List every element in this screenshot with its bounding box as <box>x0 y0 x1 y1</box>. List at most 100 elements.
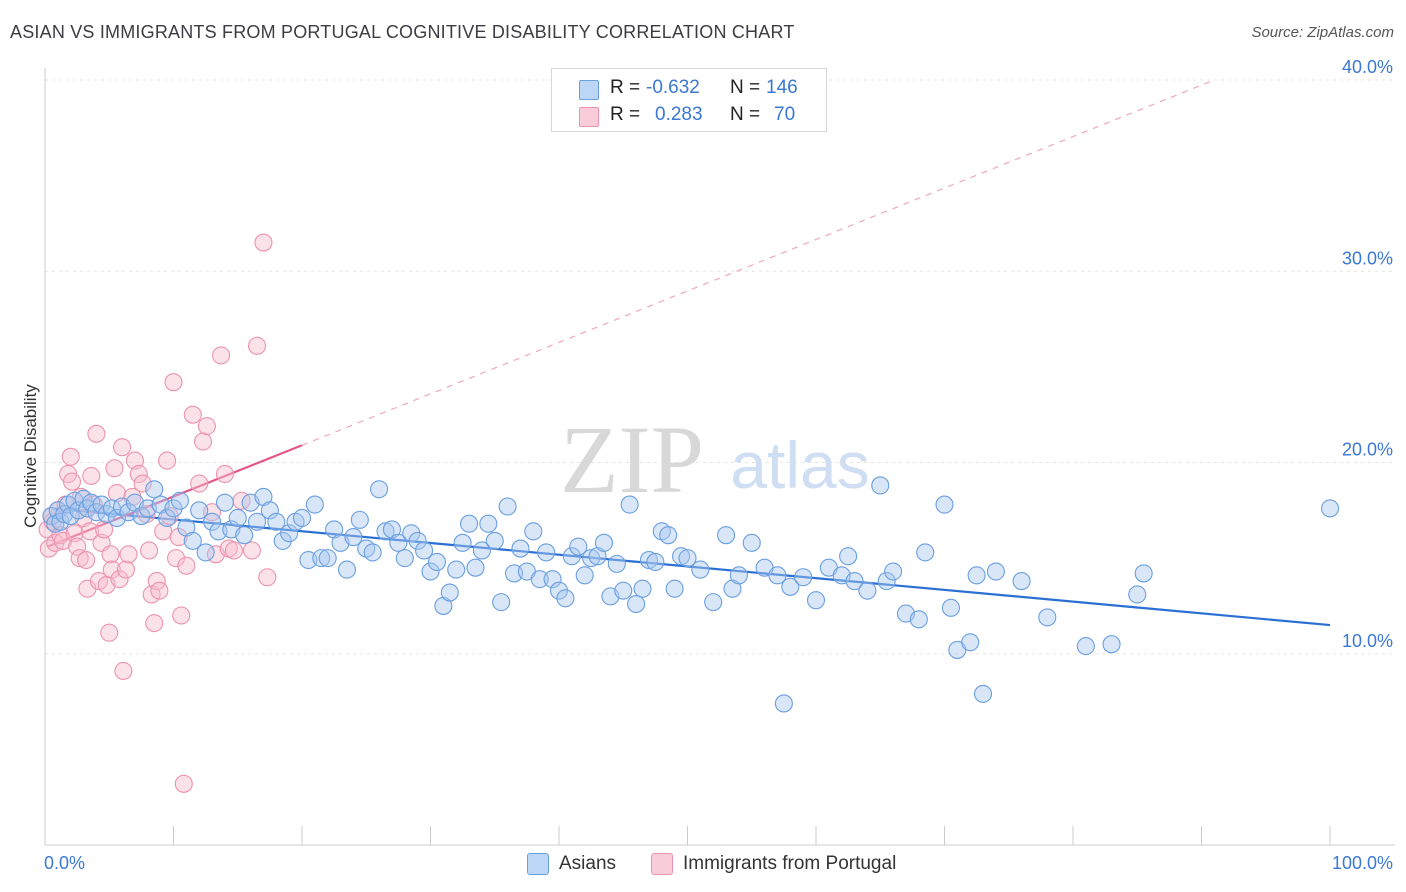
asians-r-value: -0.632 <box>646 77 700 98</box>
asian-data-point <box>704 593 723 612</box>
asian-data-point <box>556 589 575 608</box>
portugal-data-point <box>150 581 169 600</box>
portugal-data-point <box>211 346 231 365</box>
asian-data-point <box>646 552 665 572</box>
asian-data-point <box>312 549 331 568</box>
asian-data-point <box>1038 608 1057 627</box>
portugal-data-point <box>169 528 188 547</box>
stats-row-portugal: R = 0.283 N = 70 <box>552 100 826 128</box>
source-label: Source: ZipAtlas.com <box>1251 24 1394 41</box>
stats-legend-box: R = -0.632 N = 146 R = 0.283 N = 70 <box>551 68 827 132</box>
asian-data-point <box>466 558 485 577</box>
portugal-legend-swatch <box>651 853 673 875</box>
asian-data-point <box>537 543 556 562</box>
portugal-data-point <box>61 447 80 466</box>
portugal-trendline <box>47 444 303 548</box>
asian-data-point <box>665 579 684 598</box>
asians-swatch <box>579 80 599 100</box>
portugal-data-point <box>167 549 186 568</box>
portugal-data-point <box>102 560 121 579</box>
asian-data-point <box>389 533 408 552</box>
asian-data-point <box>235 526 254 545</box>
portugal-data-point <box>183 405 202 424</box>
portugal-data-point <box>62 472 82 491</box>
asian-data-point <box>627 594 646 614</box>
asian-data-point <box>781 577 800 596</box>
asian-data-point <box>582 549 601 568</box>
portugal-data-point <box>70 549 89 568</box>
stats-row-asians: R = -0.632 N = 146 <box>552 73 826 101</box>
asian-data-point <box>543 570 562 589</box>
asian-data-point <box>55 505 74 524</box>
asian-data-point <box>97 505 116 524</box>
asian-data-point <box>806 591 826 610</box>
portugal-r-value: 0.283 <box>655 104 703 125</box>
y-tick-label: 10.0% <box>1342 631 1393 651</box>
asians-trendline <box>51 507 1331 627</box>
portugal-data-point <box>133 474 152 493</box>
asian-data-point <box>524 522 543 541</box>
portugal-data-point <box>80 522 100 541</box>
asian-data-point <box>376 522 395 541</box>
asian-data-point <box>614 581 633 600</box>
portugal-data-point <box>194 432 213 451</box>
y-tick-label: 40.0% <box>1342 57 1393 77</box>
asian-data-point <box>273 531 292 550</box>
asian-data-point <box>363 543 382 562</box>
asian-data-point <box>986 562 1005 581</box>
asian-data-point <box>485 531 504 550</box>
asian-data-point <box>492 593 511 612</box>
asian-data-point <box>1134 564 1153 583</box>
portugal-data-point <box>113 438 132 457</box>
asian-data-point <box>794 568 813 587</box>
asian-data-point <box>427 552 446 572</box>
portugal-data-point <box>95 520 114 539</box>
asians-legend-swatch <box>527 853 549 875</box>
asian-data-point <box>916 543 935 562</box>
asian-data-point <box>941 598 960 617</box>
axes <box>44 68 1395 846</box>
asian-data-point <box>961 633 980 652</box>
asian-data-point <box>768 566 787 585</box>
asian-data-point <box>575 566 594 585</box>
portugal-data-point <box>145 614 164 633</box>
watermark-zip: ZIP <box>560 406 704 513</box>
asian-data-point <box>447 560 466 579</box>
portugal-data-point <box>101 545 120 564</box>
r-label: R = <box>610 104 641 125</box>
portugal-swatch <box>579 107 599 127</box>
portugal-data-point <box>174 774 193 793</box>
asian-data-point <box>107 508 127 528</box>
portugal-data-point <box>110 570 129 589</box>
asian-data-point <box>569 537 588 556</box>
legend-label-asians: Asians <box>559 853 617 874</box>
asian-data-point <box>190 501 209 520</box>
legend-item-asians[interactable]: Asians <box>527 852 647 876</box>
portugal-data-point <box>129 464 148 484</box>
asian-data-point <box>247 512 267 531</box>
asian-data-point <box>672 547 691 566</box>
asian-data-point <box>267 512 286 531</box>
legend-item-portugal[interactable]: Immigrants from Portugal <box>651 852 931 876</box>
portugal-data-point <box>197 417 216 436</box>
asian-data-point <box>203 512 222 531</box>
asian-data-point <box>549 581 569 600</box>
portugal-data-point <box>158 451 177 470</box>
asian-data-point <box>158 508 177 528</box>
portugal-data-point <box>172 606 191 625</box>
asian-data-point <box>337 560 357 579</box>
portugal-data-point <box>105 459 124 478</box>
asian-data-point <box>395 549 414 568</box>
asian-data-point <box>1076 637 1095 656</box>
trendlines <box>47 79 1331 627</box>
asian-data-point <box>691 560 710 579</box>
asian-data-point <box>1320 499 1340 518</box>
asian-data-point <box>164 499 183 518</box>
portugal-data-point <box>140 541 159 560</box>
asian-data-point <box>973 684 993 703</box>
portugal-trendline-extension <box>301 79 1215 446</box>
asian-data-point <box>132 506 151 526</box>
portugal-data-point <box>77 550 96 570</box>
legend-label-portugal: Immigrants from Portugal <box>683 853 897 874</box>
